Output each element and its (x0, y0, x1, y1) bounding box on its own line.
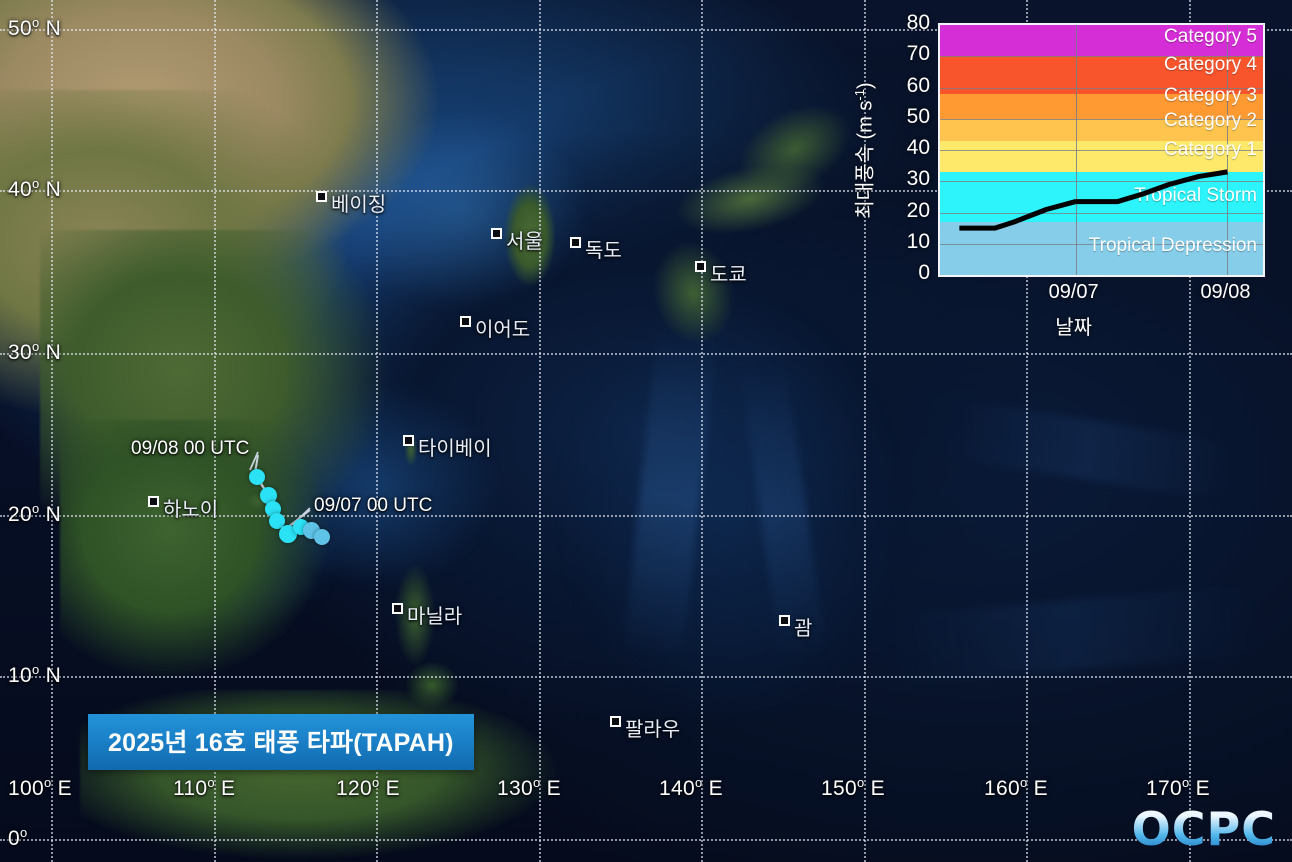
chart-y-axis-label: 최대풍속 (m s-1) (851, 82, 877, 219)
city-label: 하노이 (163, 499, 219, 521)
landmass-hainan (238, 487, 278, 515)
longitude-label-0: 100o E (8, 775, 72, 800)
city-marker: 팔라우 (610, 700, 680, 742)
longitude-label-1: 110o E (173, 775, 236, 800)
city-marker: 베이징 (316, 175, 386, 217)
wind-speed-series-svg (959, 169, 1228, 231)
city-marker: 독도 (570, 221, 622, 263)
chart-x-tick-0: 09/07 (1048, 281, 1099, 303)
city-label: 베이징 (331, 194, 387, 216)
city-pin-icon (316, 190, 327, 202)
city-label: 도쿄 (710, 264, 747, 286)
city-marker: 하노이 (148, 480, 218, 522)
city-marker: 도쿄 (695, 245, 747, 287)
longitude-label-5: 150o E (821, 775, 885, 800)
chart-y-tick-0: 0 (918, 261, 930, 284)
city-label: 서울 (506, 231, 543, 253)
landmass-korea (495, 180, 565, 290)
city-pin-icon (392, 602, 403, 614)
city-label: 독도 (585, 240, 622, 262)
chart-y-tick-1: 10 (906, 229, 930, 253)
city-marker: 괌 (779, 599, 812, 641)
band-label-2: Category 1 (1164, 138, 1257, 160)
chart-y-tick-4: 40 (906, 136, 930, 159)
chart-y-tick-2: 20 (906, 198, 930, 222)
city-pin-icon (570, 236, 581, 248)
intensity-band-1 (940, 171, 1263, 222)
chart-gridline-h-3 (940, 181, 1263, 183)
chart-gridline-h-6 (940, 87, 1263, 89)
city-marker: 마닐라 (392, 587, 462, 629)
band-label-0: Tropical Depression (1088, 235, 1257, 257)
latitude-label-4: 10o N (8, 662, 62, 687)
intensity-band-0 (940, 221, 1263, 275)
band-label-4: Category 3 (1164, 85, 1257, 107)
latitude-label-2: 30o N (8, 339, 62, 364)
longitude-label-6: 160o E (984, 775, 1048, 800)
band-label-6: Category 5 (1164, 26, 1257, 48)
intensity-band-2 (940, 140, 1263, 172)
city-pin-icon (610, 715, 621, 727)
ocpc-logo: OCPC (1131, 802, 1276, 856)
landmass-indochina (60, 420, 380, 720)
landmass-taiwan (398, 425, 424, 475)
city-pin-icon (779, 614, 790, 626)
longitude-label-4: 140o E (659, 775, 723, 800)
latitude-label-0: 50o N (8, 15, 62, 40)
chart-y-tick-8: 80 (906, 11, 930, 34)
chart-y-tick-6: 60 (906, 73, 930, 97)
city-pin-icon (148, 495, 159, 507)
chart-y-tick-5: 50 (906, 104, 930, 128)
city-pin-icon (403, 434, 414, 446)
chart-gridline-h-7 (940, 56, 1263, 58)
chart-y-tick-3: 30 (906, 167, 930, 191)
city-marker: 이어도 (460, 300, 530, 342)
city-label: 이어도 (475, 319, 531, 341)
chart-gridline-h-1 (940, 243, 1263, 245)
intensity-band-6 (940, 25, 1263, 57)
latitude-label-1: 40o N (8, 176, 62, 201)
longitude-label-2: 120o E (336, 775, 400, 800)
city-label: 괌 (794, 618, 813, 640)
band-label-3: Category 2 (1164, 110, 1257, 132)
chart-plot-area: Tropical Depression Tropical Storm Categor… (938, 23, 1265, 277)
city-label: 마닐라 (407, 606, 463, 628)
city-pin-icon (460, 315, 471, 327)
city-pin-icon (491, 227, 502, 239)
band-label-1: Tropical Storm (1134, 185, 1257, 207)
band-label-5: Category 4 (1164, 54, 1257, 76)
chart-gridline-h-4 (940, 150, 1263, 151)
shelf-philippine-sea (560, 300, 900, 720)
city-marker: 서울 (491, 212, 543, 254)
city-marker: 타이베이 (403, 419, 492, 461)
chart-x-tick-1: 09/08 (1200, 281, 1251, 303)
title-banner: 2025년 16호 태풍 타파(TAPAH) (88, 714, 474, 770)
longitude-label-7: 170o E (1146, 775, 1210, 800)
landmass-philippines (370, 545, 480, 715)
chart-y-tick-7: 70 (906, 42, 930, 66)
city-label: 타이베이 (418, 438, 492, 460)
chart-gridline-v-1 (1227, 25, 1229, 275)
longitude-label-3: 130o E (497, 775, 561, 800)
city-pin-icon (695, 260, 706, 272)
city-label: 팔라우 (625, 719, 681, 741)
intensity-band-4 (940, 93, 1263, 119)
latitude-label-3: 20o N (8, 501, 62, 526)
chart-gridline-h-2 (940, 212, 1263, 214)
wind-speed-line-0 (959, 169, 1228, 231)
chart-x-axis-label: 날짜 (1055, 317, 1093, 339)
intensity-band-3 (940, 118, 1263, 141)
latitude-label-5: 0o (8, 825, 28, 850)
chart-gridline-h-5 (940, 118, 1263, 120)
chart-gridline-v-0 (1075, 25, 1077, 275)
